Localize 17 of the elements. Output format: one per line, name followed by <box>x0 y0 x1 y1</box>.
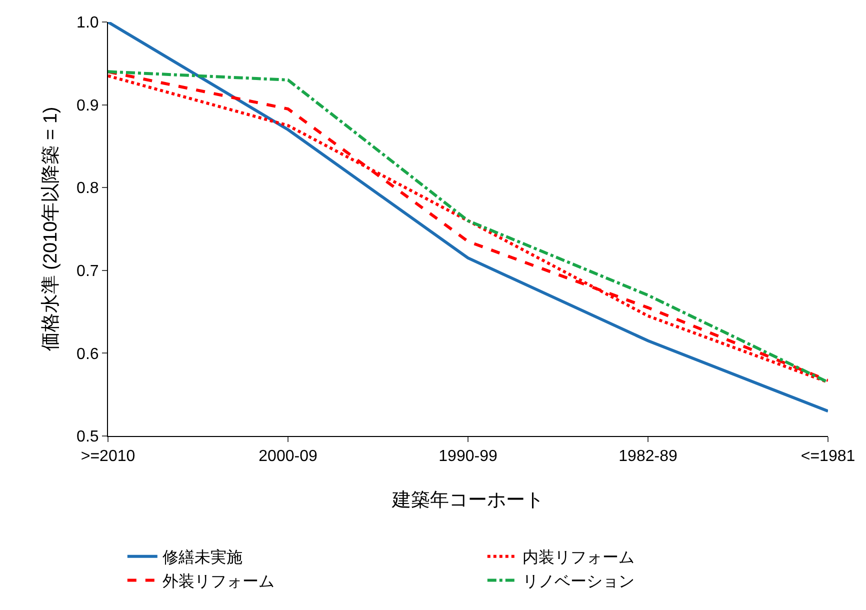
y-tick-label: 0.5 <box>76 428 99 446</box>
legend-label: 修繕未実施 <box>162 548 242 567</box>
x-tick-label: <=1981 <box>800 448 856 466</box>
x-axis-title: 建築年コーホート <box>391 490 544 511</box>
x-tick-label: 1982-89 <box>618 448 678 466</box>
legend-label: 外装リフォーム <box>162 572 274 590</box>
legend-label: リノベーション <box>522 573 634 590</box>
y-tick-label: 0.6 <box>76 346 99 363</box>
y-axis-title: 価格水準 (2010年以降築 = 1) <box>40 106 62 352</box>
y-tick-label: 0.9 <box>76 97 99 114</box>
x-tick-label: 1990-99 <box>438 448 498 466</box>
y-tick-label: 0.8 <box>76 180 99 198</box>
legend-label: 内装リフォーム <box>522 548 634 567</box>
x-tick-label: 2000-09 <box>258 448 318 466</box>
y-tick-label: 0.7 <box>76 263 99 280</box>
x-tick-label: >=2010 <box>80 448 136 466</box>
y-tick-label: 1.0 <box>76 14 99 32</box>
